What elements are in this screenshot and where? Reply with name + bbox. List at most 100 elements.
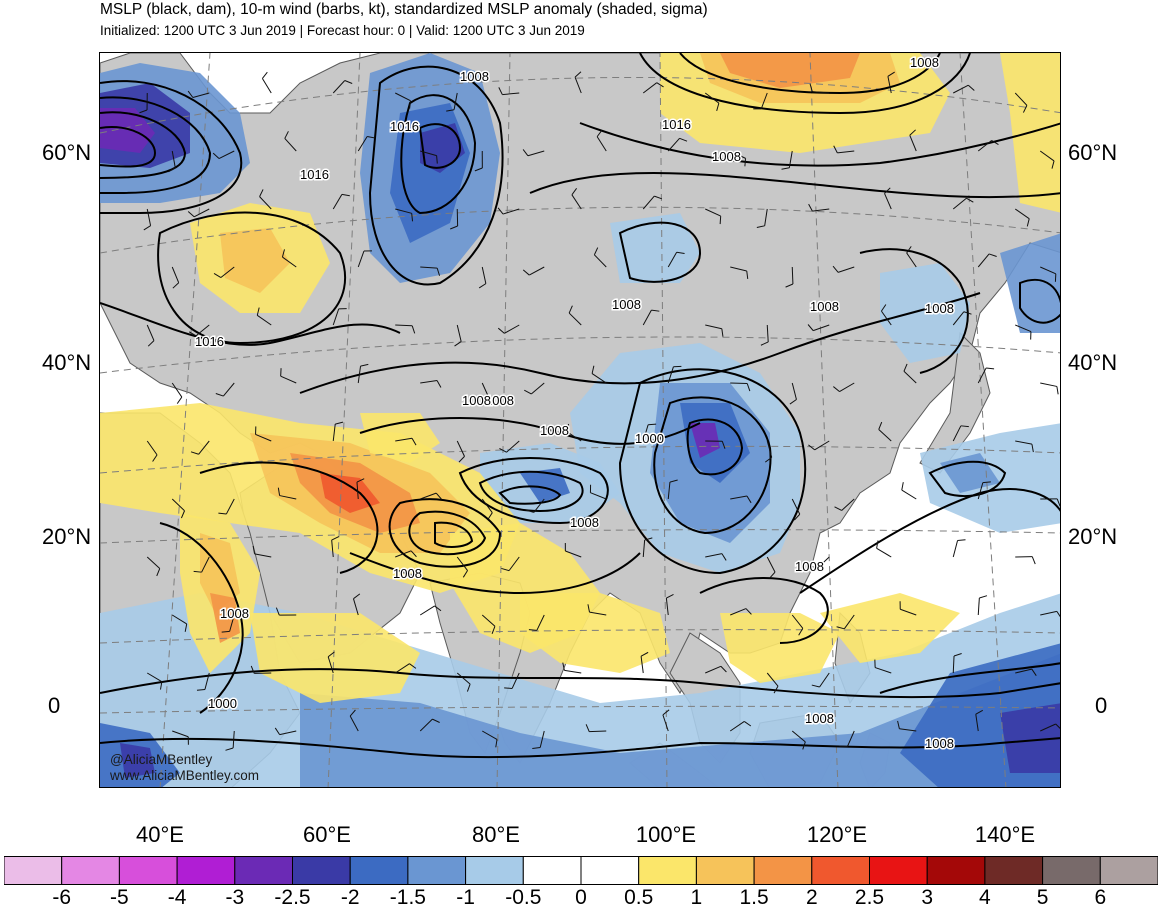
wind-barb-96 [499, 440, 520, 453]
wind-barb-116 [834, 498, 855, 511]
wind-barb-staff [878, 429, 892, 442]
wind-barb-123 [331, 536, 340, 558]
wind-barb-3 [332, 80, 353, 94]
wind-barb-flag [436, 380, 442, 388]
wind-barb-flag [1031, 444, 1034, 453]
wind-barb-176 [839, 730, 855, 748]
wind-barb-staff [766, 324, 769, 343]
anom-tropical-mid [300, 653, 1060, 787]
wind-barb-staff [642, 309, 652, 326]
wind-barb-staff [357, 136, 368, 152]
wind-barb-85 [789, 382, 797, 405]
graticule-layer [100, 53, 1060, 787]
wind-barb-staff [255, 433, 272, 442]
wind-barb-staff [502, 208, 520, 215]
credit-website: www.AliciaMBentley.com [110, 768, 260, 783]
wind-barb-8 [642, 82, 664, 94]
contour-siberia-1008 [529, 172, 1060, 199]
wind-barb-flag [909, 129, 916, 136]
wind-barb-117 [901, 482, 917, 500]
wind-barb-flag [187, 211, 195, 218]
wind-barb-95 [456, 440, 465, 463]
wind-barb-staff [574, 76, 582, 94]
wind-barb-14 [1014, 92, 1028, 113]
wind-barb-flag [811, 684, 820, 688]
wind-barb-flag [566, 423, 570, 432]
wind-barb-flag [450, 225, 458, 230]
wind-barb-121 [193, 556, 210, 573]
wind-barb-27 [909, 129, 917, 152]
colorbar-tick-label: 2.5 [854, 886, 885, 909]
wind-barb-staff [791, 382, 797, 400]
wind-barb-staff [952, 425, 962, 442]
anom-china-inner [690, 423, 720, 458]
graticule-lat-60n [100, 76, 1060, 134]
wind-barb-staff [193, 208, 210, 218]
lon-label-100e: 100°E [635, 822, 697, 847]
graticule-lat-30n [100, 445, 1060, 474]
contour-label: 1016 [390, 119, 419, 134]
wind-barb-75 [171, 382, 183, 404]
wind-barb-flag [773, 685, 779, 694]
lat-label-right-0: 0 [1095, 693, 1108, 718]
wind-barb-flag [901, 482, 904, 491]
wind-barb-flag [275, 607, 280, 616]
wind-barb-101 [808, 440, 830, 451]
wind-barb-flag [410, 550, 417, 558]
wind-barb-89 [1040, 382, 1059, 395]
colorbar-tick-label: 2 [805, 886, 818, 909]
wind-barb-staff [705, 553, 723, 558]
wind-barb-staff [705, 665, 722, 674]
wind-barb-flag [356, 478, 365, 483]
wind-barb-staff [171, 266, 180, 283]
wind-barb-flag [568, 305, 573, 314]
wind-barb-staff [903, 370, 917, 384]
wind-barb-25 [781, 150, 793, 170]
wind-barb-flag [793, 513, 801, 521]
colorbar-swatch [4, 856, 63, 885]
wind-barb-flag [676, 251, 685, 254]
wind-barb-flag [574, 71, 582, 78]
wind-barb-staff [229, 614, 235, 632]
wind-barb-flag [756, 225, 765, 228]
wind-barb-staff [357, 366, 362, 384]
wind-barb-flag [152, 454, 158, 462]
wind-barb-staff [1040, 266, 1057, 275]
wind-barb-145 [791, 614, 804, 636]
wind-barb-150 [146, 672, 163, 690]
wind-barb-flag [644, 537, 653, 541]
anom-caspian-high [360, 413, 440, 463]
wind-barb-22 [596, 129, 607, 152]
colorbar-tick-label: -6 [52, 886, 72, 909]
wind-barb-flag [1022, 105, 1028, 113]
wind-barb-24 [730, 150, 747, 167]
wind-barb-staff [1015, 668, 1032, 674]
wind-barb-staff [876, 547, 892, 558]
wind-barb-staff [881, 310, 892, 326]
wind-barb-161 [811, 672, 830, 688]
wind-barb-flag [662, 709, 670, 716]
anom-wpac-inner [1000, 703, 1060, 773]
contour-1000-india [349, 552, 641, 595]
wind-barb-flag [721, 553, 727, 561]
wind-barb-17 [284, 131, 297, 152]
contour-label: 1008 [612, 297, 641, 312]
contour-nw-low-2 [100, 96, 212, 194]
wind-barb-flag [785, 283, 794, 288]
wind-barb-staff [730, 495, 748, 500]
wind-barb-staff [590, 492, 607, 500]
colorbar-swatch [1099, 856, 1158, 885]
wind-barb-36 [497, 207, 520, 215]
colorbar-swatch [522, 856, 582, 885]
colorbar-swatch [926, 856, 986, 885]
wind-barb-staff [204, 672, 210, 690]
wind-barb-21 [522, 149, 545, 157]
wind-barb-19 [420, 150, 438, 164]
wind-barb-flag [524, 389, 532, 395]
wind-barb-staff [192, 92, 210, 98]
wind-barb-138 [352, 593, 361, 616]
wind-barb-staff [456, 556, 468, 571]
wind-barb-staff [729, 721, 745, 732]
wind-barb-flag [887, 71, 895, 77]
